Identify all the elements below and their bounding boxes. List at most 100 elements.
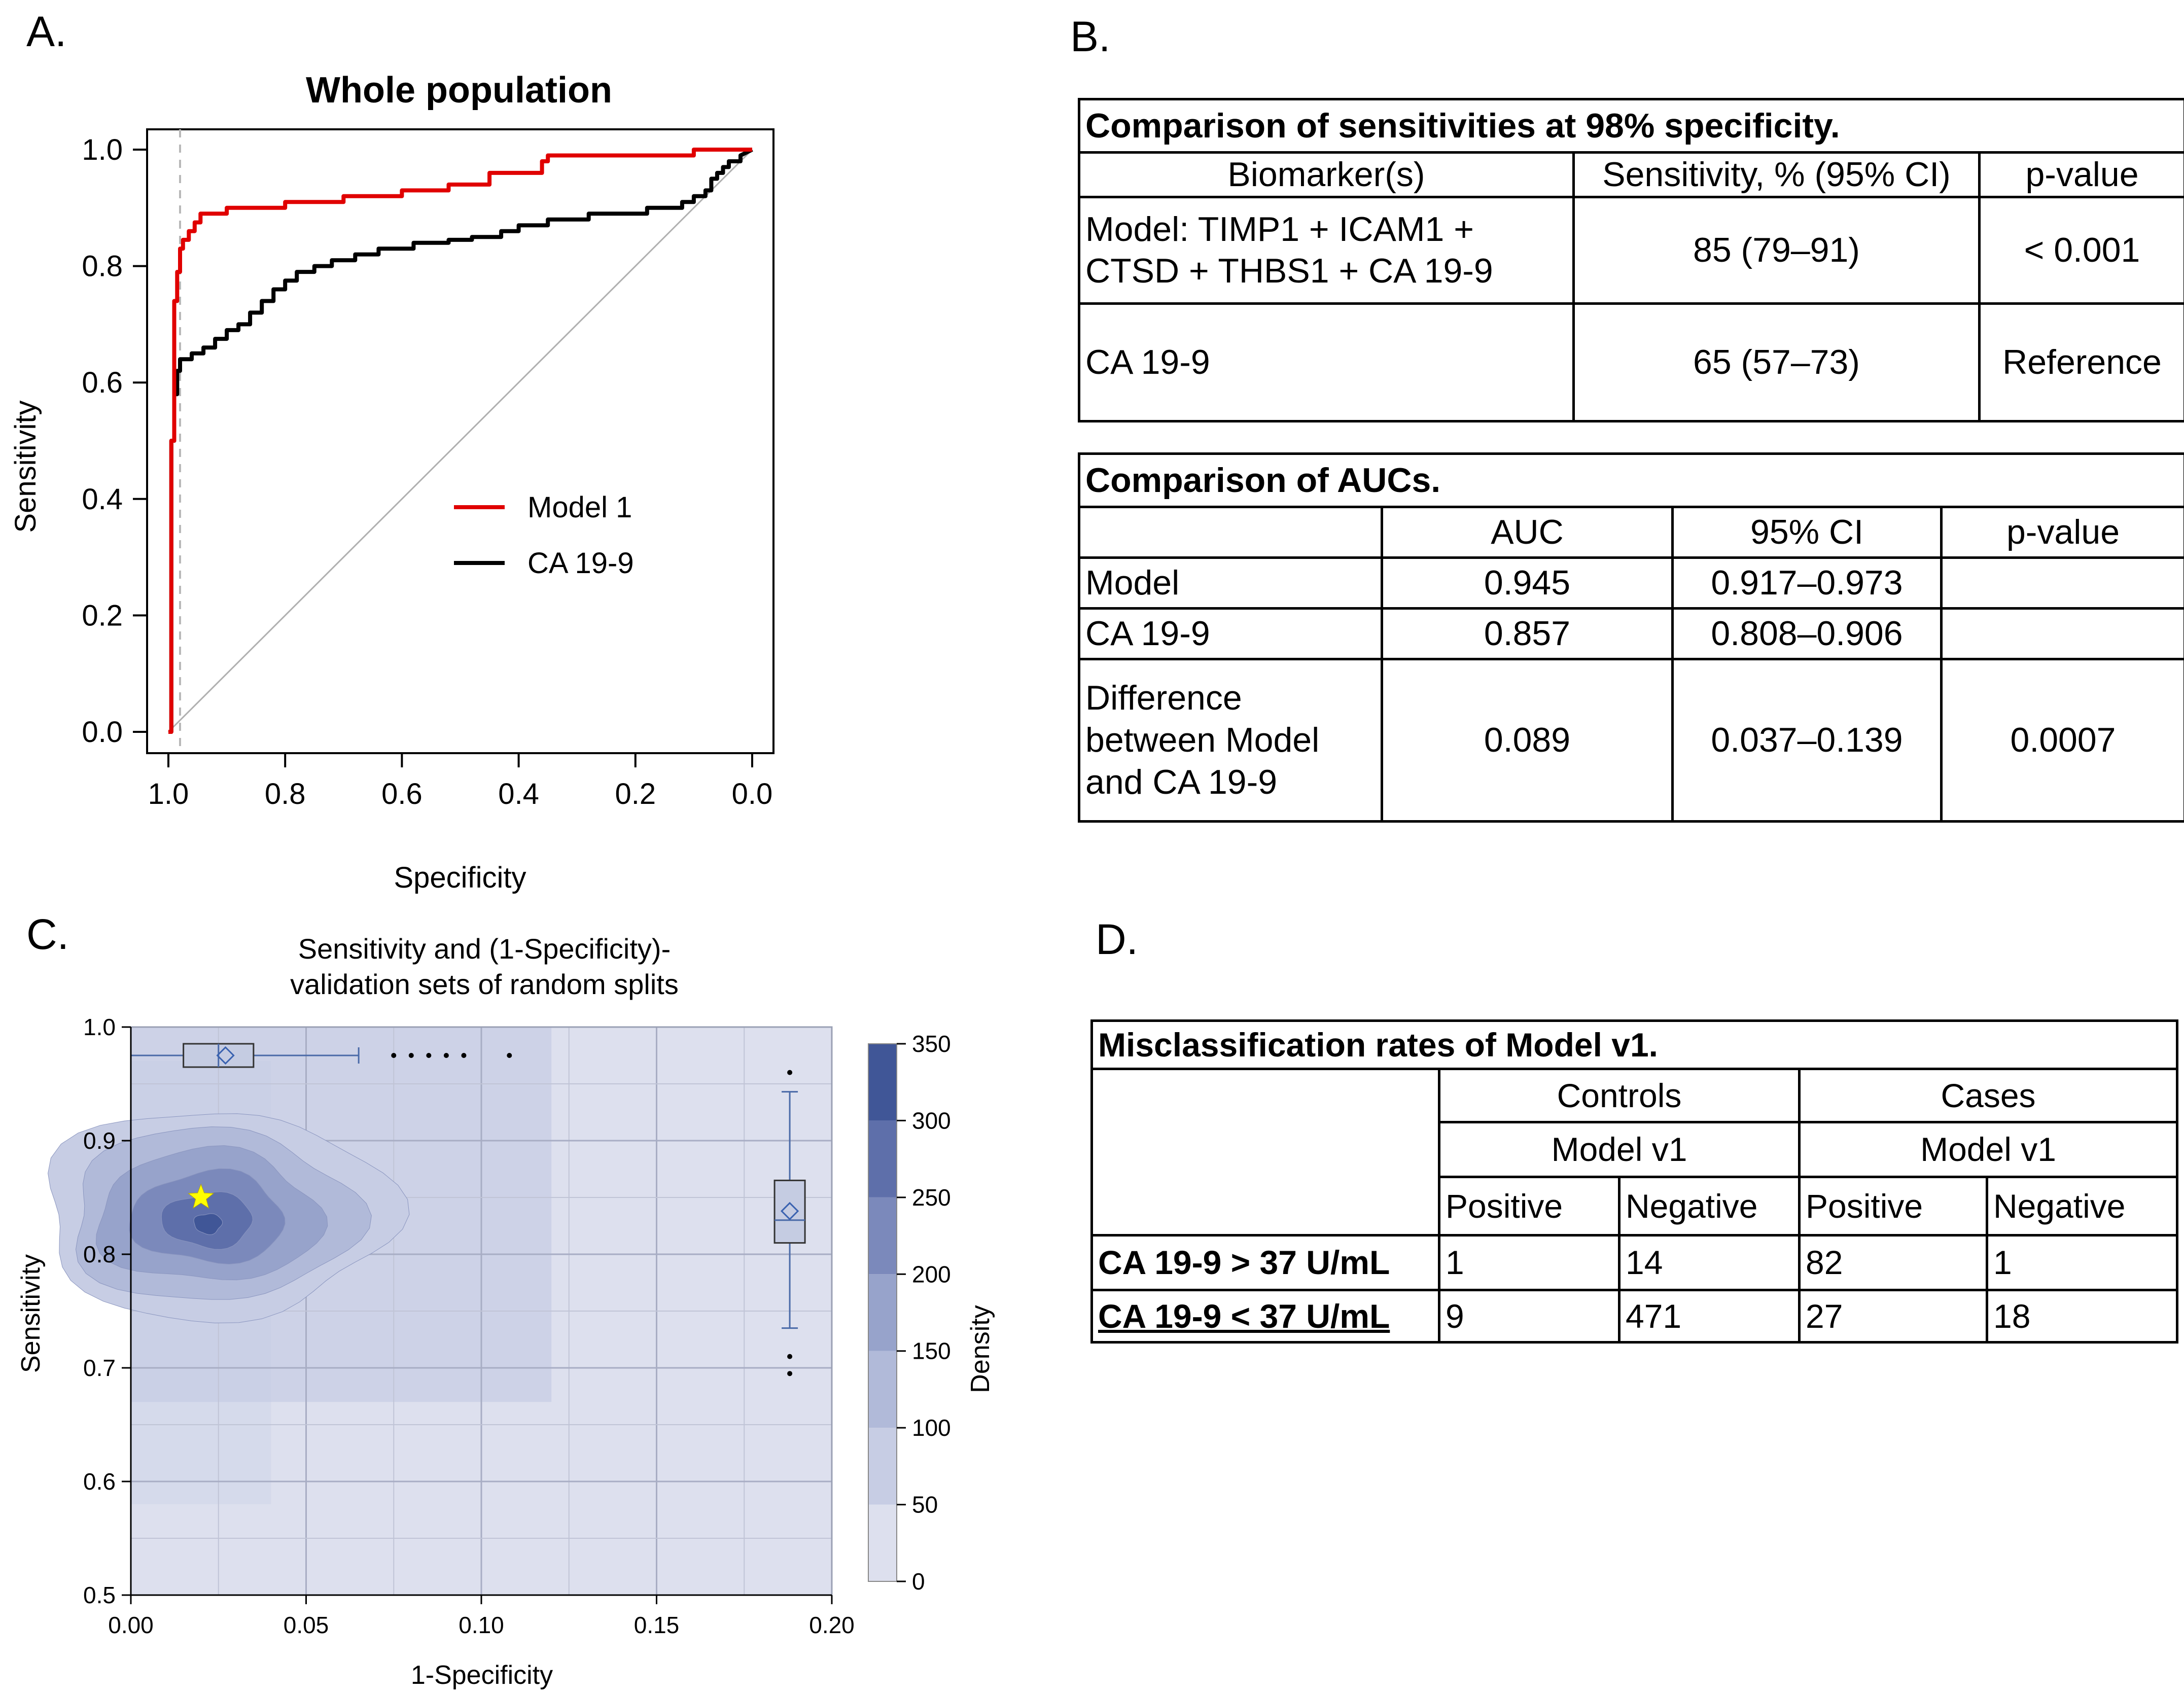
row-label: CA 19-9 <box>1078 607 1383 660</box>
boxplot-x-outlier <box>461 1053 467 1058</box>
density-x-tick-label: 0.10 <box>459 1612 504 1638</box>
auc-cell: 0.089 <box>1381 658 1674 823</box>
biomarker-line: Model: TIMP1 + ICAM1 + <box>1085 209 1474 249</box>
header-biomarker: Biomarker(s) <box>1078 151 1575 198</box>
row-label: Difference between Model and CA 19-9 <box>1078 658 1383 823</box>
row-label: CA 19-9 < 37 U/mL <box>1090 1289 1440 1344</box>
table-row: Model: TIMP1 + ICAM1 + CTSD + THBS1 + CA… <box>1078 195 2184 305</box>
boxplot-x-outlier <box>443 1053 449 1058</box>
controls-negative-cell: 471 <box>1618 1289 1801 1344</box>
roc-x-tick-label: 0.6 <box>381 778 422 810</box>
table-row: CA 19-9 < 37 U/mL 9 471 27 18 <box>1090 1289 2179 1344</box>
cases-model-label: Model v1 <box>1798 1121 2179 1178</box>
colorbar-tick-label: 50 <box>912 1492 938 1518</box>
colorbar-segment <box>868 1197 897 1275</box>
roc-diagonal-reference <box>167 149 753 733</box>
density-title: Sensitivity and (1-Specificity)- <box>298 933 671 965</box>
roc-x-tick-label: 0.8 <box>265 778 306 810</box>
density-y-tick-label: 0.7 <box>83 1355 116 1381</box>
header-p-value: p-value <box>1978 151 2184 198</box>
boxplot-y-outlier <box>787 1371 793 1376</box>
table-row: Difference between Model and CA 19-9 0.0… <box>1078 658 2184 823</box>
cases-positive-header: Positive <box>1798 1176 1988 1237</box>
header-sensitivity: Sensitivity, % (95% CI) <box>1572 151 1981 198</box>
legend-label-ca-19-9: CA 19-9 <box>527 547 634 580</box>
panel-label-b: B. <box>1070 13 1111 60</box>
cases-negative-cell: 18 <box>1985 1289 2179 1344</box>
biomarker-cell: CA 19-9 <box>1078 302 1575 422</box>
sensitivity-cell: 65 (57–73) <box>1572 302 1981 422</box>
colorbar-tick-label: 150 <box>912 1338 951 1364</box>
roc-x-tick-label: 0.0 <box>732 778 773 810</box>
controls-positive-cell: 1 <box>1438 1234 1621 1291</box>
header-auc: AUC <box>1381 506 1674 559</box>
row-label: CA 19-9 > 37 U/mL <box>1090 1234 1440 1291</box>
group-controls: Controls <box>1438 1068 1801 1123</box>
table-title: Comparison of sensitivities at 98% speci… <box>1077 98 2184 154</box>
ci-cell: 0.917–0.973 <box>1671 556 1943 610</box>
cases-positive-cell: 82 <box>1798 1234 1988 1291</box>
controls-model-label: Model v1 <box>1438 1121 1801 1178</box>
auc-cell: 0.857 <box>1381 607 1674 660</box>
density-y-tick-label: 0.9 <box>83 1127 116 1154</box>
roc-series-ca-19-9 <box>168 148 753 734</box>
roc-chart: Whole population 1.0 0.8 0.6 0.4 0.2 0.0 0.0 0.… <box>9 70 774 894</box>
table-row: CA 19-9 0.857 0.808–0.906 <box>1078 607 2184 660</box>
density-x-label: 1-Specificity <box>411 1661 553 1690</box>
auc-comparison-table: Comparison of AUCs. AUC 95% CI p-value M… <box>1078 452 2184 823</box>
roc-y-tick-label: 0.2 <box>82 599 123 632</box>
colorbar-tick-label: 350 <box>912 1031 951 1057</box>
p-value-cell: < 0.001 <box>1978 195 2184 305</box>
density-y-tick-label: 1.0 <box>83 1014 116 1040</box>
auc-cell: 0.945 <box>1381 556 1674 610</box>
density-chart: Sensitivity and (1-Specificity)- validat… <box>16 933 995 1690</box>
cases-negative-header: Negative <box>1985 1176 2179 1237</box>
roc-plot-frame <box>146 128 774 754</box>
row-label-line: between Model <box>1085 721 1320 760</box>
density-y-tick-label: 0.5 <box>83 1582 116 1608</box>
row-label: Model <box>1078 556 1383 610</box>
header-ci: 95% CI <box>1671 506 1943 559</box>
colorbar-segment <box>868 1428 897 1505</box>
cases-negative-cell: 1 <box>1985 1234 2179 1291</box>
point-estimate-star <box>188 1183 215 1209</box>
controls-positive-cell: 9 <box>1438 1289 1621 1344</box>
controls-negative-cell: 14 <box>1618 1234 1801 1291</box>
colorbar-tick-label: 300 <box>912 1107 951 1134</box>
boxplot-y-box <box>773 1179 806 1244</box>
sensitivity-comparison-table: Comparison of sensitivities at 98% speci… <box>1077 98 2184 422</box>
table-row: Model 0.945 0.917–0.973 <box>1078 556 2184 610</box>
roc-x-tick-label: 0.2 <box>615 778 656 810</box>
roc-y-tick-label: 0.0 <box>82 716 123 749</box>
table-title: Misclassification rates of Model v1. <box>1090 1019 2179 1070</box>
ci-cell: 0.808–0.906 <box>1671 607 1943 660</box>
controls-negative-header: Negative <box>1618 1176 1801 1237</box>
header-empty <box>1090 1068 1440 1235</box>
roc-series-model-1 <box>168 148 752 734</box>
density-contour-level <box>193 1213 223 1235</box>
legend-label-model-1: Model 1 <box>527 491 632 524</box>
group-cases: Cases <box>1798 1068 2179 1123</box>
density-x-tick-label: 0.20 <box>809 1612 855 1638</box>
roc-title: Whole population <box>306 70 612 111</box>
colorbar-segment <box>868 1274 897 1351</box>
row-label-text: CA 19-9 < 37 U/mL <box>1098 1297 1390 1335</box>
cases-positive-cell: 27 <box>1798 1289 1988 1344</box>
panel-label-a: A. <box>26 8 67 55</box>
colorbar-segment <box>868 1351 897 1428</box>
row-label-line: Difference <box>1085 679 1242 718</box>
table-row: CA 19-9 65 (57–73) Reference <box>1078 302 2184 422</box>
density-y-label: Sensitivity <box>16 1254 46 1373</box>
header-empty <box>1078 506 1383 559</box>
table-row: CA 19-9 > 37 U/mL 1 14 82 1 <box>1090 1234 2179 1291</box>
ci-cell: 0.037–0.139 <box>1671 658 1943 823</box>
density-x-tick-label: 0.15 <box>634 1612 680 1638</box>
colorbar-frame <box>868 1043 897 1582</box>
colorbar-tick-label: 250 <box>912 1184 951 1211</box>
colorbar-label: Density <box>966 1305 995 1393</box>
panel-label-c: C. <box>26 910 69 958</box>
boxplot-x-outlier <box>426 1053 432 1058</box>
density-x-tick-label: 0.05 <box>284 1612 329 1638</box>
roc-y-tick-label: 0.6 <box>82 366 123 399</box>
roc-x-tick-label: 0.4 <box>498 778 539 810</box>
